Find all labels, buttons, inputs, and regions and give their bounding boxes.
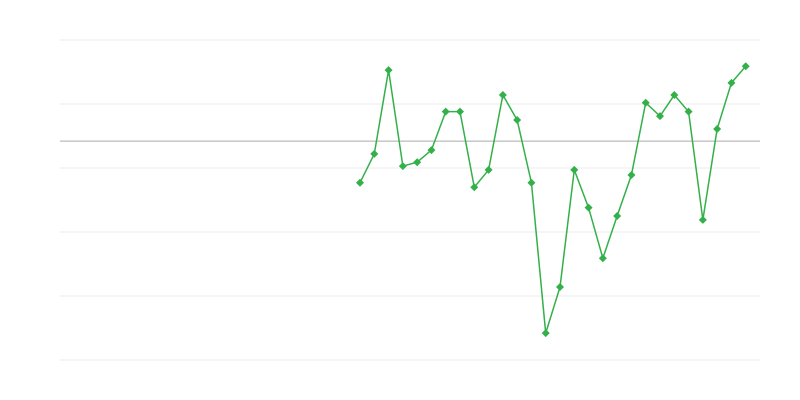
data-point <box>570 165 579 174</box>
data-point <box>470 183 479 192</box>
data-point <box>727 78 736 87</box>
data-point <box>456 107 464 116</box>
data-point <box>427 146 436 155</box>
data-point <box>356 178 364 187</box>
data-point <box>598 254 607 263</box>
data-point <box>527 178 536 187</box>
data-point <box>498 91 507 100</box>
data-point <box>556 283 564 292</box>
data-point <box>656 112 664 121</box>
series-line <box>359 65 747 334</box>
data-point <box>698 215 707 224</box>
data-point <box>713 124 722 133</box>
data-point <box>641 98 650 107</box>
data-point <box>670 91 679 100</box>
data-point <box>370 149 379 158</box>
data-point <box>384 66 393 75</box>
data-point <box>413 158 422 167</box>
data-point <box>627 171 636 180</box>
data-point <box>613 212 622 220</box>
data-point <box>398 162 407 171</box>
data-point <box>441 107 450 116</box>
data-point <box>484 165 493 174</box>
data-point <box>513 116 522 124</box>
data-point <box>541 329 550 338</box>
data-point <box>741 62 750 71</box>
data-point <box>584 203 593 212</box>
data-point <box>684 107 693 116</box>
